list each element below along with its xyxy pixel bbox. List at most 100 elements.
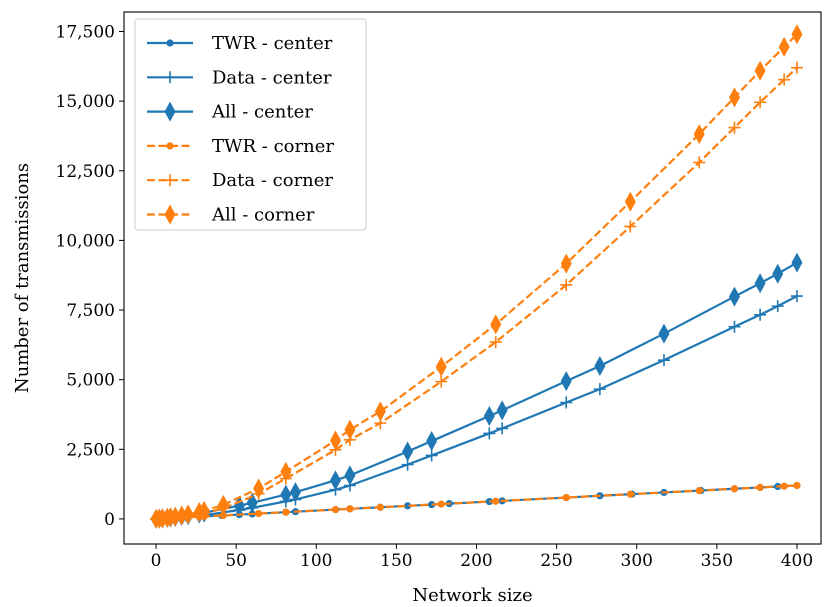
x-tick-label: 250 [540,551,572,571]
y-axis-label: Number of transmissions [12,163,33,393]
data-point [182,504,194,525]
data-point [772,263,784,284]
data-point [437,500,445,508]
legend-label: All - corner [211,205,315,226]
data-point [489,336,502,349]
data-point [282,508,290,516]
data-point [560,253,572,274]
x-tick-label: 350 [701,551,733,571]
series-line [155,261,798,521]
legend-label: All - center [211,102,313,123]
data-point [404,502,412,510]
x-tick-label: 150 [380,551,412,571]
legend-entry: TWR - center [147,33,333,54]
data-point [344,419,356,440]
data-point [374,401,386,422]
data-point [754,273,766,294]
data-point [330,470,342,491]
data-point [435,375,448,388]
legend-marker [166,142,174,150]
legend-marker [164,71,176,84]
y-tick-label: 5,000 [66,371,115,391]
data-point [344,465,356,486]
legend-marker [164,101,176,122]
data-point [219,511,227,520]
x-axis-label: Network size [412,585,532,606]
data-point [791,24,803,45]
data-point [483,406,495,427]
data-point [626,490,634,498]
data-point [217,494,229,515]
plot-series [150,24,803,529]
data-point [428,500,436,509]
data-point [562,493,570,502]
data-point [693,124,705,145]
data-point [198,500,210,521]
data-point [790,61,803,74]
data-point [728,320,741,333]
data-point [560,396,573,409]
y-axis-ticks: 0 2,500 5,000 7,500 10,000 12,500 15,000 17,500 [56,22,124,530]
x-tick-label: 100 [300,551,332,571]
data-point [730,485,739,493]
legend-box [134,18,367,231]
data-point [253,478,265,499]
data-point [754,96,767,109]
data-point [778,36,790,57]
data-point [695,487,703,495]
y-tick-label: 10,000 [56,231,115,251]
data-point [331,505,340,514]
x-tick-label: 200 [460,551,492,571]
data-point [496,422,509,435]
x-tick-label: 0 [151,551,162,571]
legend-entry: TWR - corner [147,136,334,157]
data-point [233,495,245,516]
y-tick-label: 7,500 [66,301,115,321]
legend-entry: Data - center [147,67,332,88]
data-point [330,430,342,451]
legend-label: Data - corner [212,170,333,191]
data-point [483,427,496,440]
x-axis-ticks: 0 50 100 150 200 250 300 350 400 [151,544,813,571]
legend-marker [166,39,174,47]
data-point [425,449,438,462]
x-tick-label: 400 [781,551,813,571]
y-tick-label: 12,500 [56,162,115,182]
data-point [560,371,572,392]
legend-label: TWR - corner [212,136,334,157]
data-point [593,383,606,396]
data-point [560,278,573,291]
legend-label: Data - center [212,67,332,88]
legend-entry: Data - corner [147,170,333,191]
data-point [435,356,447,377]
legend-entry: All - corner [147,204,315,226]
data-point [176,505,188,526]
y-tick-label: 17,500 [56,22,115,42]
y-tick-label: 15,000 [56,92,115,112]
data-point [376,503,384,511]
series-line [156,295,798,521]
plot-frame [123,11,822,545]
data-point [492,497,500,505]
legend-label: TWR - center [212,33,333,54]
series-all-center [150,252,803,529]
data-point [728,121,741,134]
data-point [728,87,740,108]
data-point [624,220,637,233]
data-point [657,354,670,367]
data-point [280,484,292,505]
data-point [254,509,263,518]
legend-entry: All - center [147,101,313,123]
legend-marker [164,204,176,225]
series-all-corner [150,24,803,529]
data-point [791,252,803,273]
data-point [402,441,414,462]
data-point [289,482,301,503]
x-tick-label: 300 [621,551,653,571]
y-tick-label: 2,500 [66,440,115,460]
data-point [728,286,740,307]
data-point [793,481,801,490]
data-point [756,483,764,492]
data-point [754,308,767,321]
